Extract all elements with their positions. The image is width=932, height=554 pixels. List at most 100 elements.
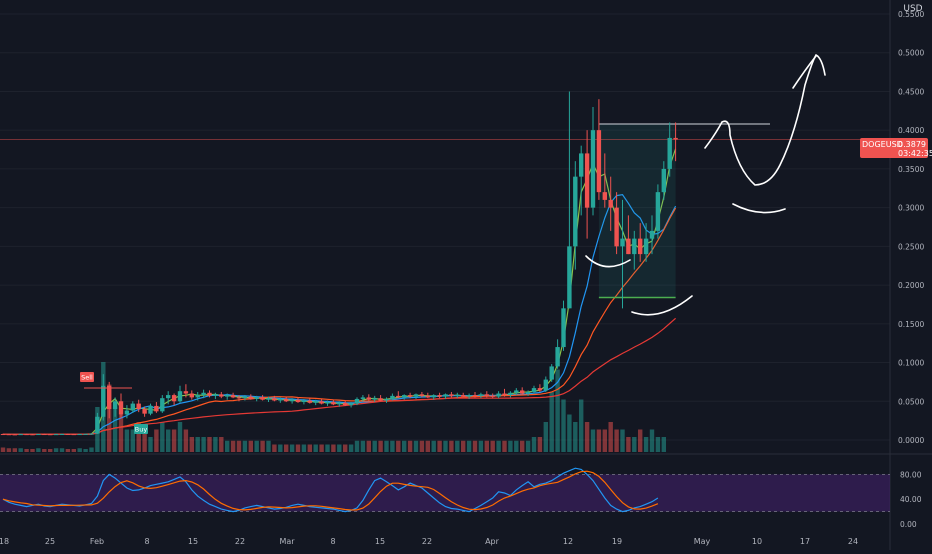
candle-body — [18, 434, 23, 436]
candle-body — [130, 403, 135, 411]
candle-body — [413, 394, 419, 397]
candle-body — [230, 395, 236, 398]
volume-bar — [466, 440, 472, 452]
hand-drawings — [585, 53, 826, 316]
volume-bar — [643, 437, 649, 452]
volume-bar — [236, 440, 242, 452]
candle-body — [295, 399, 301, 403]
volume-bar — [166, 429, 171, 452]
candle-body — [490, 395, 495, 397]
candle-body — [348, 403, 354, 406]
candle-body — [30, 434, 35, 436]
volume-bar — [319, 444, 324, 452]
candle-body — [313, 401, 318, 403]
signal-label: Sell — [81, 374, 93, 382]
candle-body — [207, 392, 212, 396]
volume-bar — [201, 437, 206, 452]
candle-body — [284, 398, 289, 402]
candle-body — [561, 308, 566, 348]
time-tick-label: 19 — [612, 537, 622, 546]
candle-body — [555, 347, 560, 367]
candle-body — [248, 396, 253, 399]
candle-body — [124, 410, 130, 415]
candle-body — [531, 388, 537, 392]
rsi-tick-label: 80.00 — [900, 470, 922, 479]
candle-body — [425, 395, 430, 398]
candle-body — [112, 401, 118, 410]
time-tick-label: 25 — [45, 537, 55, 546]
volume-bar — [89, 447, 94, 452]
candle-body — [437, 395, 442, 397]
time-tick-label: 15 — [188, 537, 198, 546]
candle-body — [189, 393, 194, 398]
candle-body — [225, 395, 230, 397]
volume-bar — [602, 429, 607, 452]
volume-bar — [331, 444, 336, 452]
candle-body — [154, 405, 159, 412]
volume-bar — [413, 440, 419, 452]
volume-bar — [160, 422, 165, 452]
candle-body — [89, 433, 94, 435]
volume-bar — [225, 440, 230, 452]
volume-bar — [366, 440, 371, 452]
volume-bar — [36, 448, 41, 452]
volume-bar — [549, 392, 554, 452]
price-tick-label: 0.2500 — [898, 242, 924, 251]
volume-bar — [638, 429, 643, 452]
candle-body — [396, 395, 401, 398]
volume-bar — [543, 422, 548, 452]
price-tick-label: 0.1000 — [898, 359, 924, 368]
candle-body — [484, 394, 489, 396]
time-tick-label: Mar — [279, 537, 295, 546]
candle-body — [661, 168, 666, 193]
volume-bar — [289, 444, 295, 452]
candle-body — [390, 395, 395, 399]
volume-bar — [372, 440, 377, 452]
volume-bar — [661, 437, 666, 452]
candle-body — [449, 394, 454, 396]
candle-body — [655, 192, 661, 231]
candle-body — [260, 397, 265, 400]
candle-body — [407, 395, 413, 397]
volume-bar — [48, 449, 53, 452]
candle-body — [354, 398, 360, 404]
volume-bar — [525, 440, 531, 452]
volume-bar — [484, 440, 489, 452]
drawn-arrow-head — [792, 55, 817, 89]
volume-bar — [461, 440, 466, 452]
volume-bar — [425, 440, 430, 452]
volume-bar — [213, 437, 218, 452]
volume-bar — [142, 429, 147, 452]
volume-bar — [407, 440, 413, 452]
candle-body — [384, 398, 389, 401]
rsi-line — [2, 467, 659, 513]
candle-body — [525, 391, 531, 394]
candle-body — [461, 395, 466, 397]
volume-bar — [431, 440, 436, 452]
candle-body — [101, 385, 106, 417]
candle-body — [443, 394, 448, 397]
volume-bar — [71, 449, 76, 452]
candle-body — [301, 400, 307, 403]
candles — [0, 91, 678, 436]
candle-body — [42, 434, 47, 436]
time-tick-label: 24 — [848, 537, 858, 546]
symbol-label: DOGEUSD — [862, 140, 903, 149]
volume-bar — [83, 449, 88, 452]
volume-bar — [24, 449, 29, 452]
signal-label: Buy — [135, 426, 148, 434]
currency-label: USD — [903, 4, 923, 14]
volume-bar — [608, 422, 613, 452]
time-tick-label: 12 — [563, 537, 573, 546]
volume-bar — [360, 440, 366, 452]
candle-body — [632, 238, 637, 255]
time-tick-label: May — [694, 537, 711, 546]
volume-bar — [573, 422, 578, 452]
rsi-signal-line — [2, 470, 659, 511]
volume-bar — [449, 440, 454, 452]
candle-body — [331, 402, 336, 405]
candle-body — [626, 238, 631, 255]
